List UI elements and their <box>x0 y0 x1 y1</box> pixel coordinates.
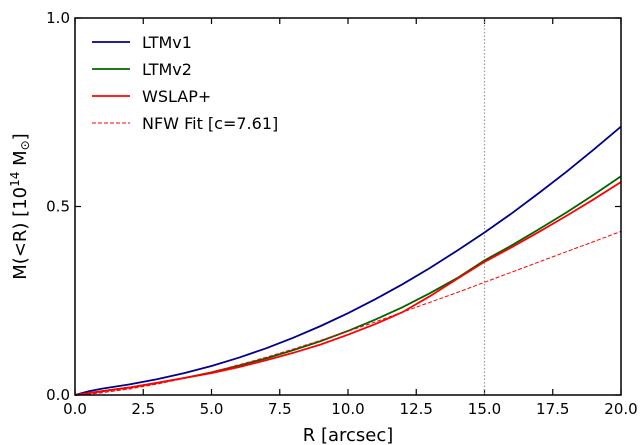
x-tick-label: 2.5 <box>131 400 155 418</box>
x-tick-label: 15.0 <box>468 400 501 418</box>
x-tick-label: 0.0 <box>63 400 87 418</box>
legend-label: LTMv2 <box>142 60 192 79</box>
y-axis-title-close: ] <box>10 133 31 140</box>
y-axis-title-sun-symbol: ⊙ <box>18 140 32 150</box>
x-tick-label: 17.5 <box>536 400 569 418</box>
x-tick-label: 12.5 <box>400 400 433 418</box>
y-tick-label: 0.0 <box>46 386 70 404</box>
legend-label: LTMv1 <box>142 33 192 52</box>
y-axis-title-main: M(<R) [10 <box>10 187 31 280</box>
series-layer <box>74 125 622 396</box>
legend: LTMv1 LTMv2 WSLAP+ NFW Fit [c=7.61] <box>92 33 278 133</box>
y-axis-title-exponent: 14 <box>8 172 22 187</box>
y-tick-label: 0.5 <box>46 198 70 216</box>
x-tick-label: 10.0 <box>331 400 364 418</box>
series-line-1 <box>74 175 622 396</box>
series-line-2 <box>74 181 622 396</box>
y-axis-title-unit: M <box>10 150 31 171</box>
series-line-3 <box>74 230 622 396</box>
x-tick-label: 20.0 <box>604 400 637 418</box>
y-axis-title: M(<R) [1014 M⊙] <box>8 133 32 279</box>
x-axis-title: R [arcsec] <box>303 425 394 445</box>
x-tick-label: 5.0 <box>200 400 224 418</box>
legend-label: NFW Fit [c=7.61] <box>142 114 278 133</box>
series-line-0 <box>74 125 622 396</box>
axis-tick-labels: 0.0 2.5 5.0 7.5 10.0 12.5 15.0 17.5 20.0 0.0 0.5 1.… <box>46 9 638 418</box>
plot-frame <box>74 17 622 396</box>
x-tick-label: 7.5 <box>268 400 292 418</box>
y-tick-label: 1.0 <box>46 9 70 27</box>
legend-label: WSLAP+ <box>142 87 211 106</box>
